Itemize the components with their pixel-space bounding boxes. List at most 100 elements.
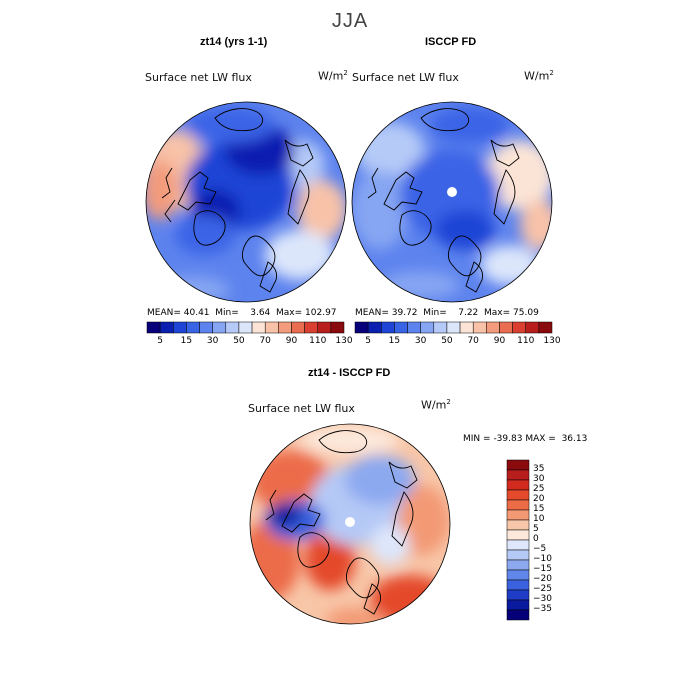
colorbar-swatch	[499, 321, 513, 334]
colorbar-swatch	[291, 321, 305, 334]
colorbar-tick-label: −15	[533, 564, 552, 574]
panel2-subtitle: Surface net LW flux	[352, 71, 459, 84]
colorbar-swatch	[278, 321, 292, 334]
panel2-stats: MEAN= 39.72 Min= 7.22 Max= 75.09	[355, 308, 539, 318]
panel2-title: ISCCP FD	[425, 36, 477, 48]
colorbar-swatch	[433, 321, 448, 334]
colorbar-tick-label: −20	[533, 574, 552, 584]
colorbar-swatch	[506, 469, 530, 481]
colorbar-tick-label: 90	[493, 336, 506, 346]
colorbar-swatch	[251, 321, 266, 334]
colorbar-tick-label: 30	[414, 336, 427, 346]
figure-title: JJA	[331, 10, 369, 32]
panel1-map	[145, 101, 347, 303]
panel3-stats: MIN = -39.83 MAX = 36.13	[463, 434, 588, 444]
colorbar-swatch	[367, 321, 382, 334]
colorbar-swatch	[212, 321, 227, 334]
colorbar-swatch	[506, 599, 530, 611]
colorbar-swatch	[506, 499, 530, 511]
colorbar-tick-label: 0	[533, 534, 539, 544]
colorbar-tick-label: 70	[259, 336, 271, 346]
colorbar-swatch	[264, 321, 279, 334]
colorbar-tick-label: 130	[335, 336, 353, 346]
panel2-units: W/m2	[524, 69, 554, 83]
colorbar-tick-label: 30	[533, 474, 545, 484]
colorbar-tick-label: 5	[157, 336, 163, 346]
colorbar-tick-label: 50	[441, 336, 453, 346]
colorbar-swatch	[538, 321, 553, 334]
panel3-boundary	[249, 423, 451, 625]
colorbar-swatch	[394, 321, 408, 334]
colorbar-swatch	[159, 321, 174, 334]
colorbar-tick-label: 5	[533, 524, 539, 534]
panel3-units: W/m2	[421, 398, 451, 412]
colorbar-swatch	[506, 549, 530, 561]
colorbar-swatch	[304, 321, 318, 334]
colorbar-swatch	[330, 321, 345, 334]
colorbar-swatch	[173, 321, 187, 334]
colorbar-swatch	[225, 321, 240, 334]
panel2-map	[351, 101, 553, 303]
colorbar-tick-label: 30	[206, 336, 219, 346]
colorbar-tick-label: −25	[533, 584, 552, 594]
colorbar-swatch	[506, 529, 530, 541]
panel3-colorbar	[506, 459, 530, 621]
panel3-subtitle: Surface net LW flux	[248, 402, 355, 415]
panel1-units: W/m2	[318, 69, 348, 83]
colorbar-swatch	[459, 321, 474, 334]
colorbar-tick-label: 110	[309, 336, 327, 346]
colorbar-tick-label: 50	[233, 336, 245, 346]
colorbar-swatch	[506, 559, 530, 571]
colorbar-swatch	[420, 321, 435, 334]
colorbar-tick-label: 15	[533, 504, 545, 514]
colorbar-tick-label: 110	[517, 336, 535, 346]
colorbar-tick-label: −30	[533, 594, 552, 604]
panel2-boundary	[351, 101, 553, 303]
colorbar-swatch	[486, 321, 500, 334]
panel1-boundary	[145, 101, 347, 303]
colorbar-tick-label: 35	[533, 464, 545, 474]
colorbar-tick-label: −10	[533, 554, 552, 564]
colorbar-swatch	[506, 539, 530, 551]
colorbar-swatch	[381, 321, 395, 334]
colorbar-tick-label: −5	[533, 544, 547, 554]
colorbar-tick-label: 15	[388, 336, 401, 346]
colorbar-tick-label: 15	[180, 336, 193, 346]
colorbar-swatch	[199, 321, 213, 334]
colorbar-tick-label: 70	[467, 336, 479, 346]
colorbar-swatch	[506, 489, 530, 501]
colorbar-tick-label: 10	[533, 514, 545, 524]
colorbar-swatch	[506, 479, 530, 491]
colorbar-swatch	[506, 609, 530, 621]
colorbar-swatch	[512, 321, 526, 334]
panel1-stats: MEAN= 40.41 Min= 3.64 Max= 102.97	[147, 308, 337, 318]
colorbar-swatch	[472, 321, 487, 334]
colorbar-swatch	[506, 459, 530, 471]
colorbar-swatch	[506, 509, 530, 521]
panel1-title: zt14 (yrs 1-1)	[200, 36, 268, 48]
colorbar-swatch	[238, 321, 253, 334]
colorbar-swatch	[186, 321, 200, 334]
panel3-map	[249, 423, 451, 625]
colorbar-tick-label: 90	[285, 336, 298, 346]
colorbar-tick-label: 130	[543, 336, 561, 346]
colorbar-swatch	[407, 321, 421, 334]
colorbar-swatch	[506, 519, 530, 531]
colorbar-tick-label: −35	[533, 604, 552, 614]
colorbar-swatch	[525, 321, 540, 334]
panel2-colorbar	[354, 321, 553, 334]
colorbar-swatch	[354, 321, 369, 334]
colorbar-tick-label: 25	[533, 484, 545, 494]
panel1-subtitle: Surface net LW flux	[145, 71, 252, 84]
colorbar-swatch	[446, 321, 461, 334]
colorbar-tick-label: 5	[365, 336, 371, 346]
panel1-colorbar	[146, 321, 345, 334]
colorbar-swatch	[506, 569, 530, 581]
panel3-title: zt14 - ISCCP FD	[308, 367, 391, 379]
colorbar-swatch	[506, 579, 530, 591]
colorbar-tick-label: 20	[533, 494, 545, 504]
colorbar-swatch	[506, 589, 530, 601]
colorbar-swatch	[146, 321, 161, 334]
colorbar-swatch	[317, 321, 332, 334]
